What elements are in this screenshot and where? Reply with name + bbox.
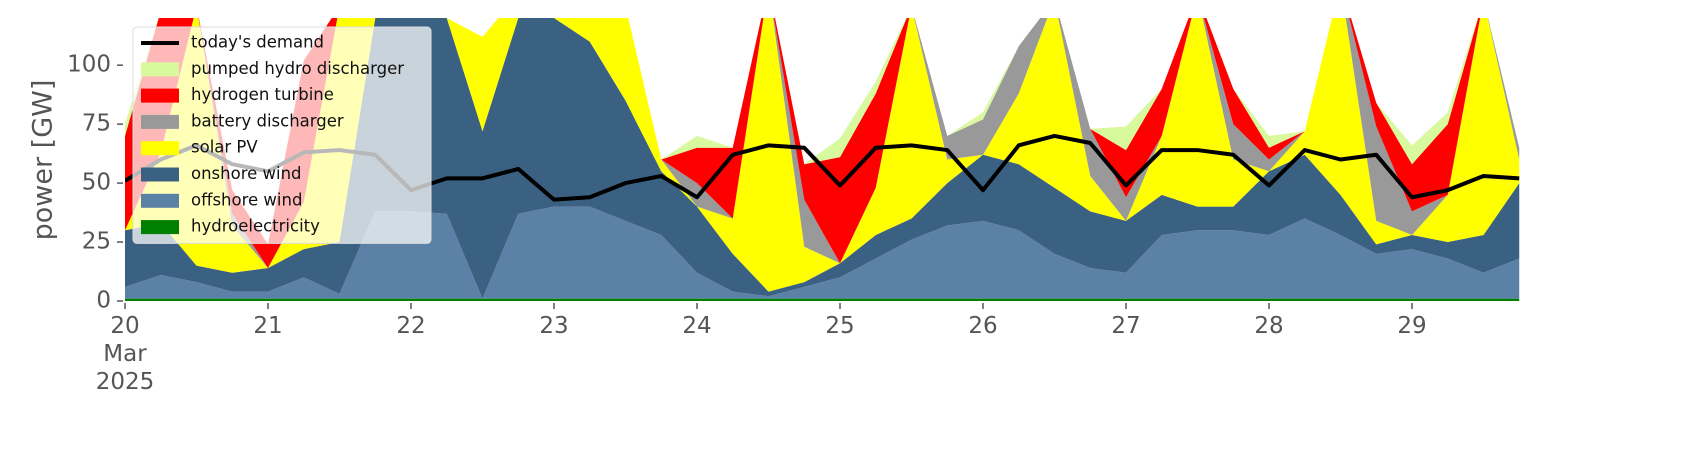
area [125, 298, 1520, 301]
legend-handle [141, 88, 179, 103]
legend-label: offshore wind [191, 190, 302, 209]
area [125, 18, 1520, 268]
x-tick-label: 26 [968, 313, 998, 339]
y-axis-label: power [GW] [28, 80, 59, 241]
legend-handle [141, 141, 179, 156]
legend-label: hydrogen turbine [191, 85, 334, 104]
legend-handle [141, 114, 179, 129]
area [125, 18, 1520, 299]
legend-label: battery discharger [191, 111, 344, 130]
x-tick-label: 25 [825, 313, 855, 339]
y-tick-label: 75 [82, 111, 111, 137]
legend-label: pumped hydro discharger [191, 59, 404, 78]
legend-box [132, 26, 432, 244]
y-tick-label: 50 [82, 170, 111, 196]
legend-handle [141, 193, 179, 208]
legend-label: today's demand [191, 33, 324, 52]
legend-label: onshore wind [191, 164, 302, 183]
legend-label: solar PV [191, 138, 258, 157]
y-tick-label: 25 [82, 229, 111, 255]
x-tick-label: 24 [682, 313, 712, 339]
legend-handle [141, 220, 179, 235]
area [125, 18, 1520, 268]
area [125, 206, 1520, 299]
y-tick-label: 0 [96, 288, 111, 314]
legend-handle [141, 167, 179, 182]
x-tick-label: 29 [1397, 313, 1427, 339]
x-tick-label: 22 [396, 313, 426, 339]
x-tick-label: 21 [253, 313, 283, 339]
legend-label: hydroelectricity [191, 217, 320, 236]
area [125, 18, 1520, 292]
legend-handle [141, 62, 179, 77]
x-tick-label: 27 [1111, 313, 1141, 339]
x-tick-label: 23 [539, 313, 569, 339]
legend: today's demand pumped hydro discharger hyd… [132, 26, 432, 244]
y-tick-label: 100 [67, 52, 111, 78]
x-tick-label: 20 Mar 2025 [95, 313, 155, 395]
x-tick-label: 28 [1254, 313, 1284, 339]
